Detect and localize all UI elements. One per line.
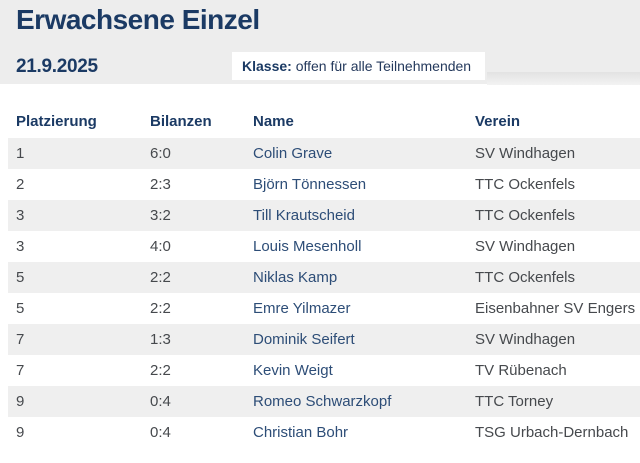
balance-cell: 1:3 [150, 331, 171, 348]
header-row: Platzierung Bilanzen Name Verein [8, 104, 640, 138]
event-date: 21.9.2025 [16, 56, 98, 77]
club-cell: TTC Ockenfels [475, 269, 576, 286]
column-header-platzierung: Platzierung [16, 112, 97, 130]
header-edge-strip [487, 72, 640, 85]
results-table-container: Platzierung Bilanzen Name Verein 1 6:0 C… [8, 84, 640, 448]
placement-cell: 1 [16, 145, 25, 162]
club-cell: SV Windhagen [475, 238, 576, 255]
club-cell: TTC Ockenfels [475, 176, 576, 193]
player-name-link[interactable]: Emre Yilmazer [253, 300, 351, 317]
balance-cell: 4:0 [150, 238, 171, 255]
results-table-body: 1 6:0 Colin Grave SV Windhagen 2 2:3 Bjö… [8, 138, 640, 448]
player-name-link[interactable]: Björn Tönnessen [253, 176, 367, 193]
balance-cell: 2:2 [150, 269, 171, 286]
klasse-value: offen für alle Teilnehmenden [295, 58, 472, 74]
placement-cell: 7 [16, 331, 25, 348]
club-cell: TV Rübenach [475, 362, 567, 379]
club-cell: TTC Ockenfels [475, 207, 576, 224]
club-cell: SV Windhagen [475, 331, 576, 348]
balance-cell: 2:2 [150, 362, 171, 379]
table-row: 7 2:2 Kevin Weigt TV Rübenach [8, 355, 640, 386]
club-cell: TSG Urbach-Dernbach [475, 424, 629, 441]
placement-cell: 9 [16, 424, 25, 441]
player-name-link[interactable]: Kevin Weigt [253, 362, 333, 379]
player-name-link[interactable]: Colin Grave [253, 145, 333, 162]
balance-cell: 2:3 [150, 176, 171, 193]
table-row: 7 1:3 Dominik Seifert SV Windhagen [8, 324, 640, 355]
placement-cell: 2 [16, 176, 25, 193]
column-header-verein: Verein [475, 112, 521, 130]
player-name-link[interactable]: Niklas Kamp [253, 269, 338, 286]
placement-cell: 5 [16, 300, 25, 317]
club-cell: TTC Torney [475, 393, 554, 410]
placement-cell: 5 [16, 269, 25, 286]
placement-cell: 3 [16, 238, 25, 255]
balance-cell: 6:0 [150, 145, 171, 162]
player-name-link[interactable]: Louis Mesenholl [253, 238, 362, 255]
table-row: 1 6:0 Colin Grave SV Windhagen [8, 138, 640, 169]
table-row: 3 4:0 Louis Mesenholl SV Windhagen [8, 231, 640, 262]
page-header: Erwachsene Einzel 21.9.2025 Klasse: offe… [0, 0, 640, 85]
klasse-label: Klasse: [242, 58, 292, 74]
player-name-link[interactable]: Dominik Seifert [253, 331, 355, 348]
placement-cell: 3 [16, 207, 25, 224]
player-name-link[interactable]: Romeo Schwarzkopf [253, 393, 392, 410]
table-row: 2 2:3 Björn Tönnessen TTC Ockenfels [8, 169, 640, 200]
table-row: 3 3:2 Till Krautscheid TTC Ockenfels [8, 200, 640, 231]
table-row: 5 2:2 Niklas Kamp TTC Ockenfels [8, 262, 640, 293]
column-header-bilanzen: Bilanzen [150, 112, 212, 130]
balance-cell: 3:2 [150, 207, 171, 224]
results-table-head: Platzierung Bilanzen Name Verein [8, 104, 640, 138]
balance-cell: 0:4 [150, 424, 171, 441]
placement-cell: 9 [16, 393, 25, 410]
balance-cell: 0:4 [150, 393, 171, 410]
table-row: 9 0:4 Romeo Schwarzkopf TTC Torney [8, 386, 640, 417]
page-title: Erwachsene Einzel [16, 4, 260, 35]
club-cell: Eisenbahner SV Engers [475, 300, 636, 317]
table-row: 5 2:2 Emre Yilmazer Eisenbahner SV Enger… [8, 293, 640, 324]
table-row: 9 0:4 Christian Bohr TSG Urbach-Dernbach [8, 417, 640, 448]
results-table: Platzierung Bilanzen Name Verein 1 6:0 C… [8, 104, 640, 448]
player-name-link[interactable]: Christian Bohr [253, 424, 349, 441]
klasse-info-box: Klasse: offen für alle Teilnehmenden [232, 52, 486, 80]
column-header-name: Name [253, 112, 294, 130]
placement-cell: 7 [16, 362, 25, 379]
club-cell: SV Windhagen [475, 145, 576, 162]
player-name-link[interactable]: Till Krautscheid [253, 207, 355, 224]
balance-cell: 2:2 [150, 300, 171, 317]
